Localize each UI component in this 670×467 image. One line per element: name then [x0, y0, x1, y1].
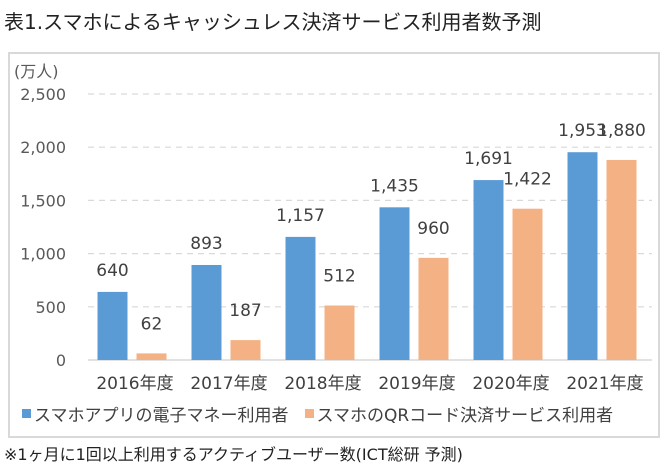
y-tick-label: 500 [35, 298, 66, 317]
x-category-label: 2018年度 [284, 374, 361, 394]
data-label: 1,953 [558, 121, 607, 141]
data-label: 893 [190, 234, 222, 254]
bar-series2 [606, 159, 637, 360]
y-tick-label: 0 [56, 351, 66, 370]
legend-swatch-series2 [304, 409, 314, 418]
data-label: 640 [96, 261, 128, 281]
bar-series2 [136, 353, 167, 360]
footnote: ※1ヶ月に1回以上利用するアクティブユーザー数(ICT総研 予測) [4, 445, 463, 464]
data-label: 1,880 [597, 121, 646, 141]
bar-series1 [473, 180, 504, 360]
legend-item-series1: スマホアプリの電子マネー利用者 [22, 401, 289, 426]
chart-title: 表1.スマホによるキャッシュレス決済サービス利用者数予測 [4, 10, 542, 34]
bars [97, 152, 637, 360]
data-label: 1,157 [276, 206, 325, 226]
x-category-label: 2019年度 [378, 374, 455, 394]
legend: スマホアプリの電子マネー利用者 スマホのQRコード決済サービス利用者 [22, 401, 613, 426]
bar-series1 [379, 207, 410, 360]
legend-swatch-series1 [22, 409, 31, 418]
y-tick-label: 1,500 [20, 191, 66, 210]
y-tick-label: 2,500 [20, 85, 66, 104]
data-label: 187 [229, 301, 261, 321]
bar-series2 [230, 340, 261, 360]
data-label: 62 [141, 314, 163, 334]
data-label: 1,422 [503, 170, 552, 190]
x-category-label: 2017年度 [190, 374, 267, 394]
bar-series2 [324, 305, 355, 360]
bar-series1 [285, 236, 316, 360]
y-axis-unit-label: (万人) [14, 62, 59, 81]
bar-series2 [418, 257, 449, 360]
bar-series1 [97, 291, 128, 360]
legend-label-series1: スマホアプリの電子マネー利用者 [34, 406, 289, 426]
bar-series1 [191, 264, 222, 360]
chart-frame [8, 52, 660, 438]
bar-series2 [512, 208, 543, 360]
x-axis-categories: 2016年度 2017年度 2018年度 2019年度 2020年度 2021年度 [96, 374, 643, 394]
data-label: 1,435 [370, 176, 419, 196]
data-label: 512 [323, 267, 355, 287]
bar-series1 [567, 152, 598, 360]
data-label: 1,691 [464, 149, 513, 169]
y-axis-ticks: 0 500 1,000 1,500 2,000 2,500 [20, 85, 66, 370]
gridlines [88, 93, 652, 361]
x-category-label: 2016年度 [96, 374, 173, 394]
x-category-label: 2020年度 [472, 374, 549, 394]
legend-item-series2: スマホのQRコード決済サービス利用者 [304, 401, 614, 426]
y-tick-label: 2,000 [20, 138, 66, 157]
data-label: 960 [417, 219, 449, 239]
y-tick-label: 1,000 [20, 245, 66, 264]
x-category-label: 2021年度 [566, 374, 643, 394]
legend-label-series2: スマホのQRコード決済サービス利用者 [316, 406, 614, 426]
